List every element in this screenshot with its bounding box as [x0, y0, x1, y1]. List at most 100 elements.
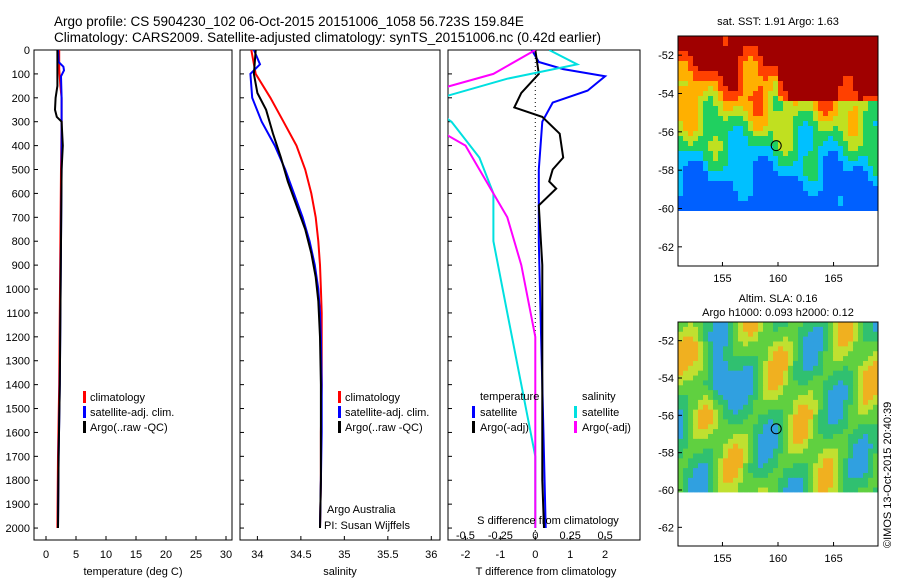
map-cell: [693, 126, 699, 132]
map-cell: [798, 261, 804, 267]
map-cell: [783, 356, 789, 362]
map-cell: [708, 390, 714, 396]
map-cell: [718, 468, 724, 474]
map-cell: [873, 86, 879, 92]
map-cell: [863, 46, 869, 52]
map-cell: [863, 322, 869, 328]
map-cell: [693, 365, 699, 372]
map-cell: [758, 61, 764, 67]
map-cell: [823, 531, 829, 537]
y-tick-label: 600: [12, 188, 30, 200]
map-cell: [678, 211, 684, 217]
map-cell: [838, 151, 844, 157]
map-cell: [683, 497, 689, 503]
map-cell: [843, 181, 849, 187]
map-cell: [853, 536, 859, 542]
map-cell: [728, 531, 734, 537]
map-cell: [858, 507, 864, 513]
map-cell: [708, 181, 714, 187]
map-cell: [783, 81, 789, 87]
map-cell: [688, 156, 694, 162]
map-cell: [783, 424, 789, 430]
map-cell: [843, 458, 849, 464]
map-cell: [698, 151, 704, 157]
map-cell: [868, 101, 874, 107]
map-cell: [828, 61, 834, 67]
map-cell: [788, 346, 794, 352]
map-cell: [788, 414, 794, 420]
map-cell: [838, 226, 844, 232]
map-cell: [868, 336, 874, 342]
map-cell: [793, 36, 799, 42]
map-cell: [833, 101, 839, 107]
map-cell: [868, 346, 874, 352]
temperature-legend: climatology satellite-adj. clim. Argo(..…: [83, 391, 174, 434]
map-cell: [848, 326, 854, 333]
map-cell: [728, 507, 734, 513]
map-cell: [778, 76, 784, 82]
map-cell: [798, 536, 804, 542]
map-cell: [708, 71, 714, 77]
map-cell: [758, 375, 764, 381]
legend-swatch-satellite: [338, 406, 341, 418]
map-cell: [838, 487, 844, 493]
map-cell: [728, 526, 734, 532]
map-cell: [703, 116, 709, 122]
map-cell: [723, 385, 729, 391]
map-cell: [843, 477, 849, 484]
map-cell: [863, 36, 869, 42]
map-cell: [828, 536, 834, 542]
map-cell: [748, 61, 754, 67]
map-cell: [693, 521, 699, 528]
map-cell: [873, 429, 879, 435]
argo-float-marker: [770, 423, 782, 435]
map-cell: [758, 458, 764, 464]
sst-map: 155 160 165-52-54-56-58-60-62: [658, 36, 879, 285]
map-cell: [738, 136, 744, 142]
salinity-x-tick-label: 34.5: [290, 549, 311, 561]
map-cell: [743, 216, 749, 222]
map-cell: [768, 511, 774, 518]
map-cell: [768, 151, 774, 157]
map-cell: [743, 81, 749, 87]
map-cell: [718, 521, 724, 528]
map-cell: [803, 326, 809, 333]
map-cell: [748, 399, 754, 406]
map-cell: [693, 246, 699, 252]
map-cell: [873, 458, 879, 464]
map-cell: [833, 541, 839, 547]
map-cell: [838, 81, 844, 87]
map-cell: [728, 141, 734, 147]
map-cell: [773, 86, 779, 92]
map-cell: [808, 468, 814, 474]
map-cell: [728, 136, 734, 142]
map-cell: [803, 341, 809, 347]
map-cell: [778, 365, 784, 372]
map-cell: [778, 261, 784, 267]
map-cell: [858, 395, 864, 401]
map-cell: [683, 385, 689, 391]
map-cell: [698, 86, 704, 92]
map-cell: [733, 141, 739, 147]
map-cell: [713, 56, 719, 62]
map-cell: [683, 141, 689, 147]
map-cell: [703, 322, 709, 328]
map-cell: [768, 468, 774, 474]
map-cell: [718, 126, 724, 132]
map-cell: [773, 121, 779, 127]
map-cell: [703, 443, 709, 450]
map-cell: [733, 414, 739, 420]
map-cell: [748, 126, 754, 132]
map-cell: [733, 492, 739, 498]
map-cell: [823, 336, 829, 342]
map-cell: [708, 171, 714, 177]
map-cell: [748, 46, 754, 52]
map-cell: [808, 101, 814, 107]
map-cell: [848, 261, 854, 267]
map-cell: [718, 141, 724, 147]
map-cell: [758, 111, 764, 117]
map-cell: [713, 51, 719, 57]
map-cell: [688, 136, 694, 142]
map-cell: [733, 236, 739, 242]
map-cell: [698, 385, 704, 391]
